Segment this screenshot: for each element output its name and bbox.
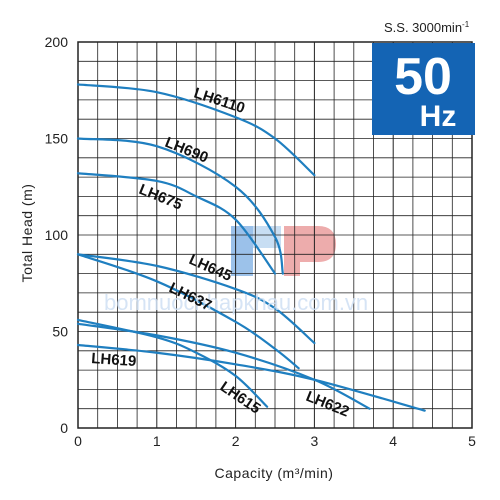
watermark-logo-left-block	[231, 226, 253, 276]
plot-frame	[77, 41, 473, 429]
x-tick-label: 3	[311, 433, 319, 449]
x-tick-label: 5	[468, 433, 476, 449]
y-tick-label: 150	[45, 131, 69, 147]
watermark-logo-p	[284, 226, 336, 276]
x-tick-label: 2	[232, 433, 240, 449]
label-lh622: LH622	[304, 388, 352, 421]
y-tick-label: 0	[60, 420, 68, 436]
x-tick-label: 4	[389, 433, 397, 449]
label-lh615: LH615	[217, 378, 264, 417]
pump-curves	[76, 83, 426, 412]
watermark-logo	[231, 226, 336, 276]
label-lh675: LH675	[137, 181, 185, 214]
curve-lh637	[76, 253, 300, 370]
x-axis-title: Capacity (m³/min)	[215, 465, 334, 481]
frequency-badge: 50 Hz	[372, 43, 475, 135]
curve-lh645	[76, 253, 316, 345]
label-lh619: LH619	[91, 350, 137, 370]
y-tick-label: 100	[45, 227, 69, 243]
speed-text: S.S. 3000min-1	[384, 20, 470, 35]
x-axis-ticks: 0 1 2 3 4 5	[74, 433, 476, 449]
y-tick-label: 50	[52, 324, 68, 340]
watermark-logo-mid-block	[253, 226, 281, 248]
y-axis-title: Total Head (m)	[19, 184, 35, 283]
y-axis-ticks: 0 50 100 150 200	[45, 34, 69, 436]
x-tick-label: 1	[153, 433, 161, 449]
frequency-unit: Hz	[420, 100, 457, 133]
curve-lh615	[76, 318, 269, 408]
y-tick-label: 200	[45, 34, 69, 50]
x-tick-label: 0	[74, 433, 82, 449]
curve-lh619	[76, 343, 426, 412]
curve-lh690	[76, 137, 284, 275]
frequency-badge-background	[372, 43, 475, 135]
frequency-value: 50	[394, 48, 452, 106]
curve-lh675	[76, 172, 277, 275]
curve-lh6110	[76, 83, 316, 177]
watermark-text: bomnuocnhapkhau.com.vn	[104, 290, 368, 315]
